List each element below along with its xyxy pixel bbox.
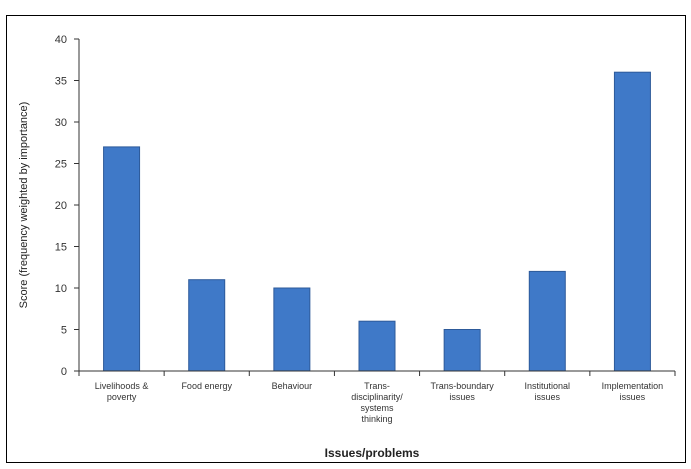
y-tick-label: 15 xyxy=(55,242,67,254)
bar-chart: 0 5 10 15 20 25 30 35 40 Livelihoods & poverty Foo… xyxy=(18,34,676,460)
x-category-label: Trans-boundary issues xyxy=(431,381,495,402)
y-tick-label: 20 xyxy=(55,200,67,212)
bar xyxy=(358,320,396,372)
x-category-label: Behaviour xyxy=(272,381,313,391)
y-tick-label: 25 xyxy=(55,159,67,171)
x-category-label: Livelihoods & poverty xyxy=(95,381,149,402)
bar xyxy=(103,146,141,372)
bars xyxy=(103,71,651,372)
y-tick-label: 40 xyxy=(55,34,67,46)
bar xyxy=(188,279,226,372)
bar xyxy=(443,329,481,372)
y-tick-label: 0 xyxy=(61,366,67,378)
bar xyxy=(528,270,566,372)
x-category-label: Institutional issues xyxy=(525,381,571,402)
y-tick-label: 5 xyxy=(61,325,67,337)
bar xyxy=(613,71,651,372)
y-tick-label: 30 xyxy=(55,117,67,129)
y-tick-label: 35 xyxy=(55,76,67,88)
x-category-label: Trans-disciplinarity/systems thinking xyxy=(351,381,403,424)
y-tick-label: 10 xyxy=(55,283,67,295)
x-axis-ticks: Livelihoods & poverty Food energy Behaviour… xyxy=(78,371,676,424)
bar xyxy=(273,287,311,372)
y-axis-title: Score (frequency weighted by importance) xyxy=(18,102,30,309)
y-axis-ticks: 0 5 10 15 20 25 30 35 40 xyxy=(55,34,79,378)
x-axis-title: Issues/problems xyxy=(325,446,420,460)
x-category-label: Food energy xyxy=(181,381,232,391)
chart-frame: 0 5 10 15 20 25 30 35 40 Livelihoods & poverty Foo… xyxy=(6,15,686,463)
x-category-label: Implementation issues xyxy=(602,381,664,402)
